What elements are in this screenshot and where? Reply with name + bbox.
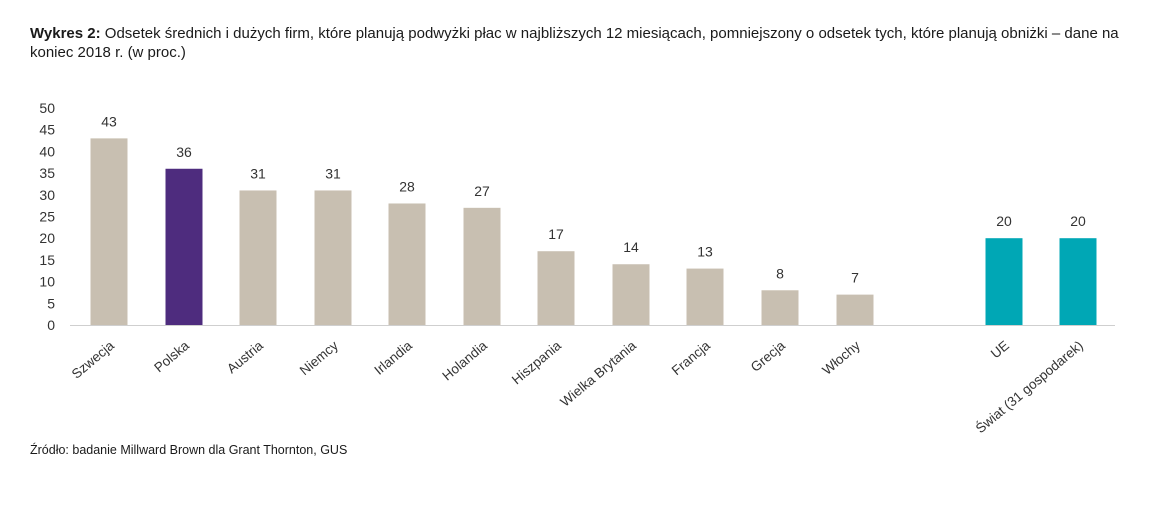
source-note: Źródło: badanie Millward Brown dla Grant… [30,443,348,457]
data-label: 20 [996,213,1012,229]
data-label: 36 [176,144,192,160]
x-tick-label: Francja [669,337,714,378]
data-label: 14 [623,239,639,255]
y-tick-label: 5 [47,295,55,311]
y-tick-label: 0 [47,317,55,333]
data-label: 13 [697,244,713,260]
data-label: 43 [101,113,117,129]
y-tick-label: 30 [39,187,55,203]
bar [388,203,426,325]
bar [836,294,874,325]
y-tick-label: 35 [39,165,55,181]
chart-title: Wykres 2: Odsetek średnich i dużych firm… [30,24,1130,62]
data-label: 20 [1070,213,1086,229]
y-tick-label: 15 [39,252,55,268]
bar [239,190,277,325]
bar [612,264,650,325]
data-label: 8 [776,265,784,281]
x-tick-label: Szwecja [69,337,118,381]
chart-title-text: Odsetek średnich i dużych firm, które pl… [30,25,1119,61]
x-tick-label: Irlandia [371,337,415,377]
bar [90,138,128,325]
y-tick-label: 10 [39,274,55,290]
bar [165,168,203,325]
data-label: 27 [474,183,490,199]
bar [985,238,1023,325]
bar [686,268,724,325]
x-tick-label: Hiszpania [509,337,564,387]
chart-title-prefix: Wykres 2: [30,25,101,42]
y-tick-label: 45 [39,122,55,138]
y-tick-label: 25 [39,209,55,225]
bar [463,207,501,325]
y-tick-label: 40 [39,143,55,159]
x-tick-label: Grecja [748,337,788,374]
data-label: 31 [250,165,266,181]
data-label: 28 [399,178,415,194]
data-label: 7 [851,270,859,286]
x-tick-label: Polska [151,337,192,375]
bar-chart: 0 5 10 15 20 25 30 35 40 45 50 43 Szwecja 36 Polska 31 A… [39,100,1115,436]
x-tick-label: UE [988,338,1012,362]
x-tick-label: Austria [224,338,266,377]
y-tick-label: 20 [39,230,55,246]
y-tick-label: 50 [39,100,55,116]
x-tick-label: Wielka Brytania [557,338,639,410]
bar [1059,238,1097,325]
bar [537,251,575,325]
x-tick-label: Włochy [819,338,863,378]
data-label: 31 [325,165,341,181]
bar [314,190,352,325]
bar [761,290,799,325]
x-tick-label: Holandia [439,337,490,383]
data-label: 17 [548,226,564,242]
x-tick-label: Niemcy [297,338,341,379]
